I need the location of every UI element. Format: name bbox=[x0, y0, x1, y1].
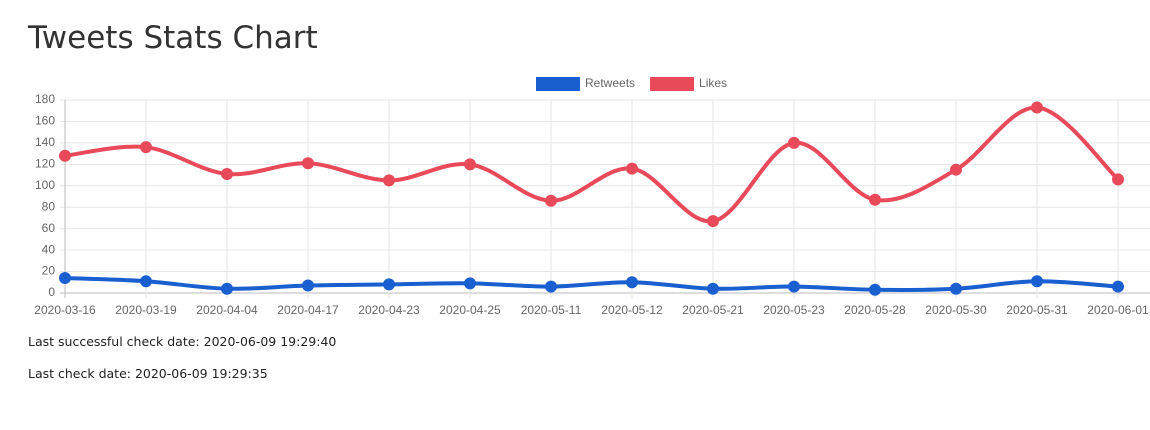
legend-swatch bbox=[650, 77, 695, 91]
data-point bbox=[950, 163, 962, 176]
y-tick-label: 180 bbox=[35, 92, 55, 106]
data-point bbox=[140, 275, 152, 288]
page-title: Tweets Stats Chart bbox=[28, 20, 318, 56]
data-point bbox=[221, 282, 233, 295]
data-point bbox=[140, 141, 152, 154]
x-tick-label: 2020-05-12 bbox=[601, 303, 663, 317]
x-tick-label: 2020-04-25 bbox=[439, 303, 501, 317]
data-point bbox=[59, 149, 71, 162]
status-line: Last successful check date: 2020-06-09 1… bbox=[28, 334, 337, 349]
data-point bbox=[545, 194, 557, 207]
data-point bbox=[464, 277, 476, 290]
data-point bbox=[707, 215, 719, 228]
data-point bbox=[302, 157, 314, 170]
data-point bbox=[950, 282, 962, 295]
data-point bbox=[626, 276, 638, 289]
data-point bbox=[869, 283, 881, 296]
data-point bbox=[1031, 101, 1043, 114]
data-point bbox=[383, 278, 395, 291]
x-tick-label: 2020-05-21 bbox=[682, 303, 744, 317]
data-point bbox=[383, 174, 395, 187]
data-point bbox=[788, 280, 800, 293]
data-point bbox=[1112, 280, 1124, 293]
y-tick-label: 20 bbox=[42, 264, 56, 278]
status-line: Last check date: 2020-06-09 19:29:35 bbox=[28, 366, 268, 381]
y-tick-label: 120 bbox=[35, 157, 55, 171]
x-tick-label: 2020-04-23 bbox=[358, 303, 420, 317]
y-tick-label: 80 bbox=[42, 199, 56, 213]
data-point bbox=[221, 167, 233, 180]
x-tick-label: 2020-04-04 bbox=[196, 303, 258, 317]
data-point bbox=[464, 158, 476, 171]
x-tick-label: 2020-03-16 bbox=[34, 303, 96, 317]
x-tick-label: 2020-05-23 bbox=[763, 303, 825, 317]
data-point bbox=[788, 136, 800, 149]
x-tick-label: 2020-05-30 bbox=[925, 303, 987, 317]
y-tick-label: 0 bbox=[48, 285, 55, 299]
x-tick-label: 2020-05-31 bbox=[1006, 303, 1068, 317]
x-tick-label: 2020-05-11 bbox=[521, 303, 582, 317]
legend-swatch bbox=[536, 77, 580, 91]
y-tick-label: 40 bbox=[42, 242, 56, 256]
data-point bbox=[707, 282, 719, 295]
data-point bbox=[1031, 275, 1043, 288]
legend-label: Likes bbox=[699, 76, 727, 90]
data-point bbox=[869, 193, 881, 206]
chart: 0 20 40 60 80 100 120 140 160 180 2020-03-16 2020-0… bbox=[34, 76, 1150, 317]
x-tick-label: 2020-06-01 bbox=[1087, 303, 1149, 317]
data-point bbox=[545, 280, 557, 293]
data-point bbox=[59, 271, 71, 284]
series-line bbox=[64, 275, 1119, 292]
x-tick-label: 2020-04-17 bbox=[277, 303, 339, 317]
y-tick-label: 60 bbox=[42, 221, 56, 235]
data-point bbox=[302, 279, 314, 292]
data-point bbox=[1112, 173, 1124, 186]
x-tick-label: 2020-05-28 bbox=[844, 303, 906, 317]
legend-label: Retweets bbox=[585, 76, 635, 90]
y-tick-label: 160 bbox=[35, 114, 55, 128]
data-point bbox=[626, 162, 638, 175]
x-tick-label: 2020-03-19 bbox=[115, 303, 177, 317]
y-tick-label: 140 bbox=[35, 135, 55, 149]
y-tick-label: 100 bbox=[35, 178, 55, 192]
